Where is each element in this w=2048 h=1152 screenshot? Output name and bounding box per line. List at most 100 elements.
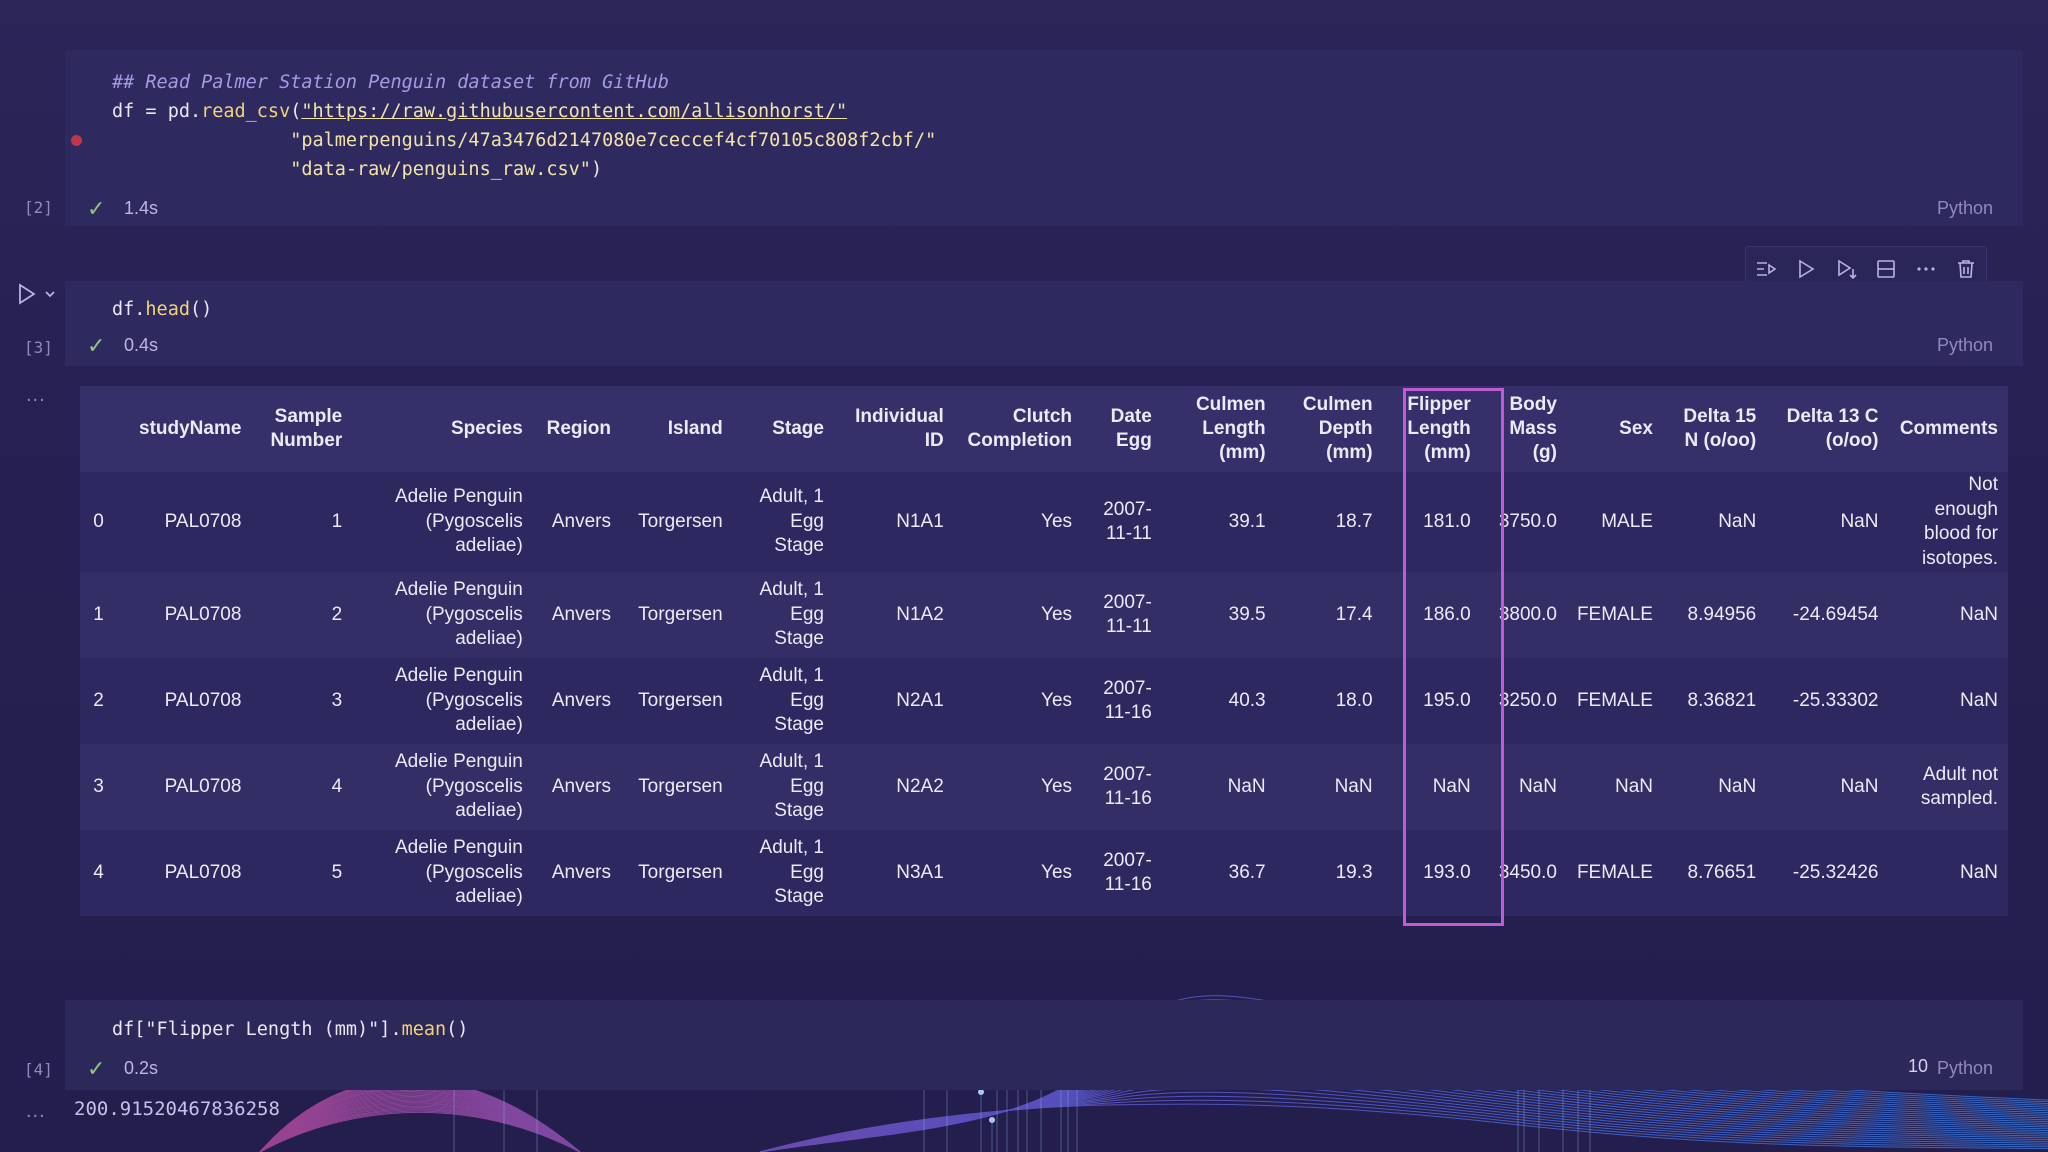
table-cell: 8.36821	[1687, 689, 1757, 711]
table-row: 4 PAL0708 5 Adelie Penguin (Pygoscelis adeli…	[80, 830, 2008, 916]
row-index: 2	[93, 689, 104, 711]
column-header: Culmen Length (mm)	[1195, 394, 1266, 463]
table-cell: Anvers	[551, 689, 612, 711]
column-header: Species	[450, 418, 523, 439]
table-cell: 3250.0	[1498, 689, 1557, 711]
table-cell: Torgersen	[638, 603, 723, 625]
language-label[interactable]: Python	[1936, 335, 1993, 355]
split-cell-icon[interactable]	[1872, 255, 1900, 283]
column-header: Flipper Length (mm)	[1407, 394, 1471, 463]
table-cell: Torgersen	[638, 775, 723, 797]
code-editor[interactable]: ## Read Palmer Station Penguin dataset f…	[112, 68, 936, 184]
table-cell: 3800.0	[1498, 603, 1557, 625]
table-cell: Yes	[1041, 775, 1073, 797]
table-cell: Adelie Penguin (Pygoscelis adeliae)	[394, 665, 523, 736]
overlay-number: 10	[1907, 1056, 1928, 1076]
cell-output-value: 200.91520467836258	[74, 1098, 280, 1120]
row-index: 3	[93, 775, 104, 797]
table-cell: N1A1	[896, 510, 944, 532]
table-cell: N2A2	[896, 775, 944, 797]
table-cell: Not enough blood for isotopes.	[1921, 474, 1998, 569]
table-cell: Yes	[1041, 861, 1073, 883]
table-cell: 18.7	[1335, 510, 1373, 532]
column-header: Island	[667, 418, 723, 439]
wave-dot	[989, 1117, 995, 1123]
table-cell: FEMALE	[1576, 603, 1653, 625]
table-cell: NaN	[1959, 861, 1998, 883]
table-cell: Anvers	[551, 510, 612, 532]
table-row: 0 PAL0708 1 Adelie Penguin (Pygoscelis adeli…	[80, 472, 2008, 572]
code-cell-head[interactable]: df.head() ✓ 0.4s Python	[65, 281, 2023, 366]
execution-time: 1.4s	[124, 198, 159, 218]
code-cell-read-csv[interactable]: ## Read Palmer Station Penguin dataset f…	[65, 50, 2023, 226]
table-cell: Torgersen	[638, 861, 723, 883]
column-header: Stage	[772, 418, 824, 439]
index-header	[80, 386, 117, 472]
run-above-icon[interactable]	[1792, 255, 1820, 283]
output-more-icon[interactable]: ...	[26, 384, 46, 406]
execution-count: [2]	[24, 198, 53, 217]
table-cell: 36.7	[1228, 861, 1266, 883]
table-cell: Adult, 1 Egg Stage	[759, 486, 824, 557]
table-body: 0 PAL0708 1 Adelie Penguin (Pygoscelis adeli…	[80, 472, 2008, 916]
run-cell-button[interactable]	[14, 282, 58, 311]
table-cell: 2007- 11-16	[1103, 677, 1152, 724]
table-cell: N2A1	[896, 689, 944, 711]
row-index: 1	[93, 603, 104, 625]
run-below-icon[interactable]	[1832, 255, 1860, 283]
wave-line	[259, 1099, 2048, 1152]
code-editor[interactable]: df.head()	[112, 299, 213, 320]
table-cell: Adelie Penguin (Pygoscelis adeliae)	[394, 579, 523, 650]
table-cell: NaN	[1518, 775, 1557, 797]
code-comment: ## Read Palmer Station Penguin dataset f…	[112, 72, 669, 93]
output-more-icon[interactable]: ...	[26, 1100, 46, 1122]
wave-line	[259, 1079, 2048, 1152]
table-cell: 2	[331, 603, 343, 625]
execution-time: 0.4s	[124, 335, 159, 355]
language-label[interactable]: Python	[1936, 1058, 1993, 1078]
table-cell: PAL0708	[164, 603, 242, 625]
code-cell-mean[interactable]: df["Flipper Length (mm)"].mean() ✓ 0.2s …	[65, 1000, 2023, 1090]
table-cell: 195.0	[1423, 689, 1471, 711]
wave-line	[259, 1087, 2048, 1152]
table-cell: PAL0708	[164, 689, 242, 711]
more-actions-icon[interactable]	[1912, 255, 1940, 283]
table-cell: NaN	[1840, 510, 1879, 532]
delete-cell-icon[interactable]	[1952, 255, 1980, 283]
table-cell: 186.0	[1423, 603, 1471, 625]
table-cell: PAL0708	[164, 510, 242, 532]
table-cell: NaN	[1840, 775, 1879, 797]
column-header: studyName	[139, 418, 242, 439]
code-line-1: df = pd.read_csv("https://raw.githubuser…	[112, 101, 848, 122]
table-cell: FEMALE	[1576, 689, 1653, 711]
table-cell: Yes	[1041, 689, 1073, 711]
code-editor[interactable]: df["Flipper Length (mm)"].mean()	[112, 1019, 469, 1040]
table-cell: 3450.0	[1498, 861, 1557, 883]
run-by-line-icon[interactable]	[1752, 255, 1780, 283]
table-cell: 2007- 11-16	[1103, 849, 1152, 896]
wave-line	[259, 1083, 2048, 1152]
table-row: 3 PAL0708 4 Adelie Penguin (Pygoscelis adeli…	[80, 744, 2008, 830]
column-header: Sample Number	[270, 406, 343, 451]
table-cell: Adult, 1 Egg Stage	[759, 751, 824, 822]
table-row: 1 PAL0708 2 Adelie Penguin (Pygoscelis adeli…	[80, 572, 2008, 658]
success-check-icon: ✓	[87, 196, 106, 221]
table-cell: NaN	[1718, 775, 1757, 797]
breakpoint-dot-icon[interactable]	[71, 135, 82, 146]
table-cell: Torgersen	[638, 510, 723, 532]
table-cell: Adult, 1 Egg Stage	[759, 837, 824, 908]
column-header: Date Egg	[1110, 406, 1152, 451]
success-check-icon: ✓	[87, 333, 106, 358]
table-cell: 17.4	[1335, 603, 1373, 625]
dataframe-table: studyName Sample Number Species Region Island…	[80, 386, 2008, 916]
table-cell: Adelie Penguin (Pygoscelis adeliae)	[394, 751, 523, 822]
table-cell: Torgersen	[638, 689, 723, 711]
column-header: Body Mass (g)	[1509, 394, 1557, 463]
table-cell: Anvers	[551, 861, 612, 883]
wave-line	[259, 1091, 2048, 1152]
table-cell: 2007- 11-16	[1103, 763, 1152, 810]
column-header: Comments	[1899, 418, 1998, 439]
language-label[interactable]: Python	[1936, 198, 1993, 218]
table-cell: PAL0708	[164, 775, 242, 797]
row-index: 4	[93, 861, 104, 883]
